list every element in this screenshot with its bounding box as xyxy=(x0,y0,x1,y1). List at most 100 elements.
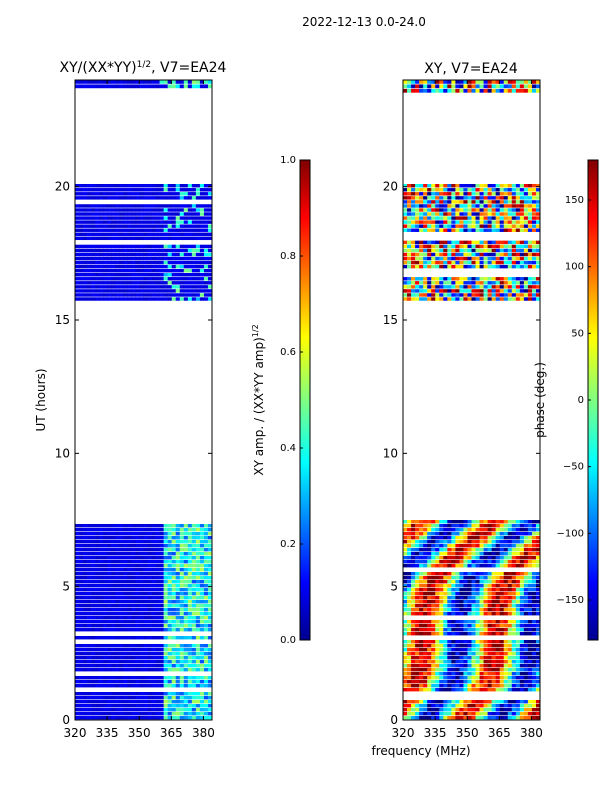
heatmap-cell xyxy=(195,612,201,616)
heatmap-cell xyxy=(127,604,132,608)
heatmap-cell xyxy=(99,188,104,192)
heatmap-cell xyxy=(459,208,464,212)
heatmap-cell xyxy=(455,548,460,552)
heatmap-cell xyxy=(131,544,136,548)
heatmap-cell xyxy=(467,596,472,600)
heatmap-cell xyxy=(475,604,480,608)
heatmap-cell xyxy=(515,688,521,692)
heatmap-cell xyxy=(159,208,164,212)
heatmap-cell xyxy=(87,656,92,660)
heatmap-cell xyxy=(131,668,136,672)
heatmap-cell xyxy=(131,248,136,253)
heatmap-cell xyxy=(415,664,420,668)
heatmap-cell xyxy=(463,604,468,608)
heatmap-cell xyxy=(103,84,108,89)
heatmap-cell xyxy=(203,544,209,548)
heatmap-cell xyxy=(135,680,140,684)
heatmap-cell xyxy=(471,240,476,245)
heatmap-cell xyxy=(111,608,116,612)
heatmap-cell xyxy=(515,544,521,548)
heatmap-cell xyxy=(131,620,136,624)
heatmap-cell xyxy=(423,560,428,564)
heatmap-cell xyxy=(467,708,472,712)
heatmap-cell xyxy=(147,232,152,236)
heatmap-cell xyxy=(191,84,197,89)
heatmap-cell xyxy=(443,260,448,265)
heatmap-cell xyxy=(403,277,408,281)
heatmap-cell xyxy=(187,220,193,224)
heatmap-cell xyxy=(531,600,537,604)
heatmap-cell xyxy=(135,285,140,289)
heatmap-cell xyxy=(507,212,513,216)
heatmap-cell xyxy=(403,204,408,208)
heatmap-cell xyxy=(507,552,513,556)
heatmap-cell xyxy=(75,528,80,532)
heatmap-cell xyxy=(483,252,488,257)
heatmap-cell xyxy=(435,684,440,688)
heatmap-cell xyxy=(107,624,112,628)
heatmap-cell xyxy=(495,588,501,592)
phase-heatmap xyxy=(403,80,541,720)
heatmap-cell xyxy=(91,612,96,616)
heatmap-cell xyxy=(511,584,517,588)
heatmap-cell xyxy=(87,624,92,628)
heatmap-cell xyxy=(427,620,432,624)
heatmap-cell xyxy=(75,285,80,289)
heatmap-cell xyxy=(427,632,432,636)
heatmap-cell xyxy=(167,596,173,600)
heatmap-cell xyxy=(79,273,84,277)
heatmap-cell xyxy=(419,556,424,560)
heatmap-cell xyxy=(423,628,428,632)
heatmap-cell xyxy=(483,548,488,552)
heatmap-cell xyxy=(207,556,213,560)
heatmap-cell xyxy=(91,676,96,680)
heatmap-cell xyxy=(111,616,116,620)
heatmap-cell xyxy=(127,528,132,532)
heatmap-cell xyxy=(515,592,521,596)
heatmap-cell xyxy=(103,80,108,84)
heatmap-cell xyxy=(111,636,116,640)
heatmap-cell xyxy=(147,696,152,700)
heatmap-cell xyxy=(479,652,484,656)
heatmap-cell xyxy=(119,544,124,548)
heatmap-cell xyxy=(119,212,124,216)
heatmap-cell xyxy=(195,536,201,540)
heatmap-cell xyxy=(199,600,205,604)
heatmap-cell xyxy=(431,704,436,708)
heatmap-cell xyxy=(503,548,509,552)
heatmap-cell xyxy=(115,264,120,269)
heatmap-cell xyxy=(467,188,472,192)
heatmap-cell xyxy=(483,260,488,265)
heatmap-cell xyxy=(95,224,100,228)
heatmap-cell xyxy=(155,560,160,564)
heatmap-cell xyxy=(95,696,100,700)
heatmap-cell xyxy=(167,572,173,576)
heatmap-cell xyxy=(115,281,120,285)
heatmap-cell xyxy=(419,244,424,249)
heatmap-cell xyxy=(515,256,521,261)
heatmap-cell xyxy=(127,700,132,704)
heatmap-cell xyxy=(123,536,128,540)
heatmap-cell xyxy=(523,664,529,668)
heatmap-cell xyxy=(503,672,509,676)
heatmap-cell xyxy=(507,277,513,281)
heatmap-cell xyxy=(415,293,420,297)
heatmap-cell xyxy=(183,552,189,556)
heatmap-cell xyxy=(75,273,80,277)
heatmap-cell xyxy=(487,548,492,552)
heatmap-cell xyxy=(503,576,509,580)
heatmap-cell xyxy=(419,600,424,604)
heatmap-cell xyxy=(455,524,460,528)
heatmap-cell xyxy=(443,536,448,540)
heatmap-cell xyxy=(531,612,537,616)
heatmap-cell xyxy=(519,192,525,196)
heatmap-cell xyxy=(527,664,533,668)
heatmap-cell xyxy=(143,596,148,600)
heatmap-cell xyxy=(527,260,533,265)
heatmap-cell xyxy=(183,680,189,684)
heatmap-cell xyxy=(87,260,92,265)
heatmap-cell xyxy=(475,520,480,524)
heatmap-cell xyxy=(531,608,537,612)
heatmap-cell xyxy=(423,248,428,253)
heatmap-cell xyxy=(87,80,92,84)
